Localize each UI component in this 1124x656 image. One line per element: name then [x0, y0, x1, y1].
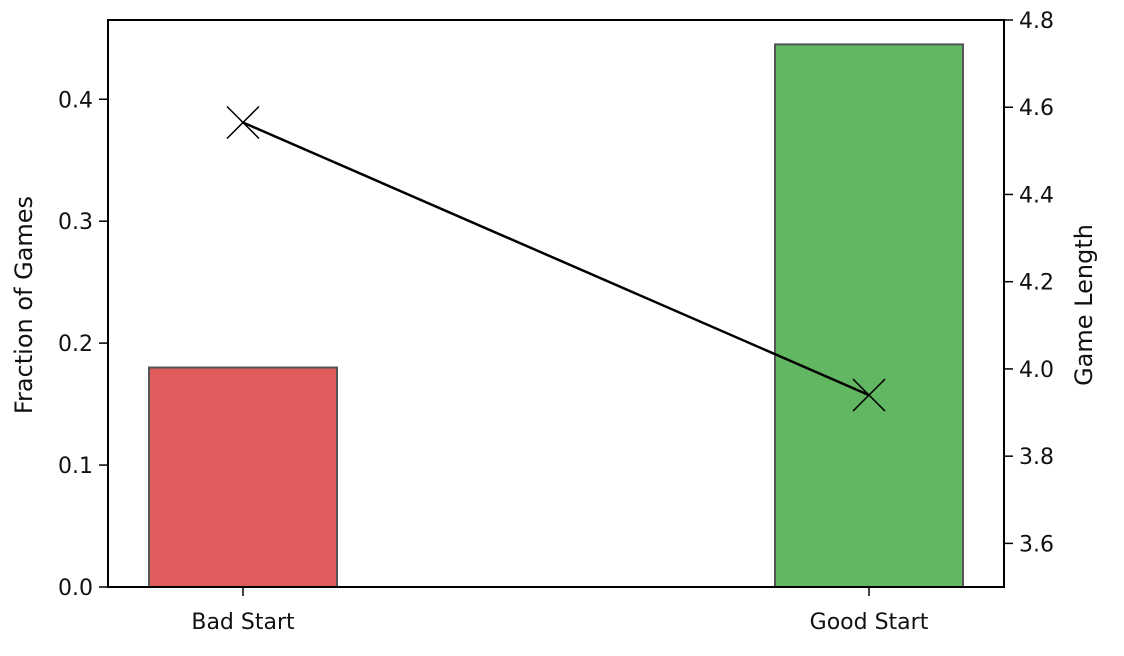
y-tick-label-right: 3.8	[1019, 445, 1054, 470]
axes-layer	[107, 19, 1005, 588]
line-layer	[226, 105, 886, 412]
y-tick-label-right: 3.6	[1019, 532, 1054, 557]
y-tick-label-left: 0.3	[58, 210, 93, 235]
y-tick-label-right: 4.6	[1019, 96, 1054, 121]
game-length-marker	[852, 378, 886, 412]
y-tick-label-left: 0.0	[58, 576, 93, 601]
ticks-layer: 0.0 0.1 0.2 0.3 0.4 3.6 3.8 4.0 4.2 4.4 4.6 4.8 Bad …	[58, 9, 1054, 635]
x-tick-label: Good Start	[810, 610, 929, 635]
y-axis-title-right: Game Length	[1070, 224, 1098, 386]
game-length-marker	[226, 105, 260, 140]
game-length-line	[242, 121, 870, 397]
y-tick-label-right: 4.4	[1019, 183, 1054, 208]
plot-frame	[107, 19, 1005, 588]
bar-bad-start	[148, 366, 338, 589]
y-tick-label-left: 0.1	[58, 454, 93, 479]
x-tick-label: Bad Start	[191, 610, 295, 635]
y-tick-label-left: 0.2	[58, 332, 93, 357]
y-tick-label-left: 0.4	[58, 88, 93, 113]
y-axis-title-left: Fraction of Games	[10, 196, 38, 414]
y-tick-label-right: 4.2	[1019, 271, 1054, 296]
bar-good-start	[774, 43, 964, 589]
bars-layer	[148, 43, 964, 589]
y-tick-label-right: 4.8	[1019, 9, 1054, 34]
y-tick-label-right: 4.0	[1019, 358, 1054, 383]
